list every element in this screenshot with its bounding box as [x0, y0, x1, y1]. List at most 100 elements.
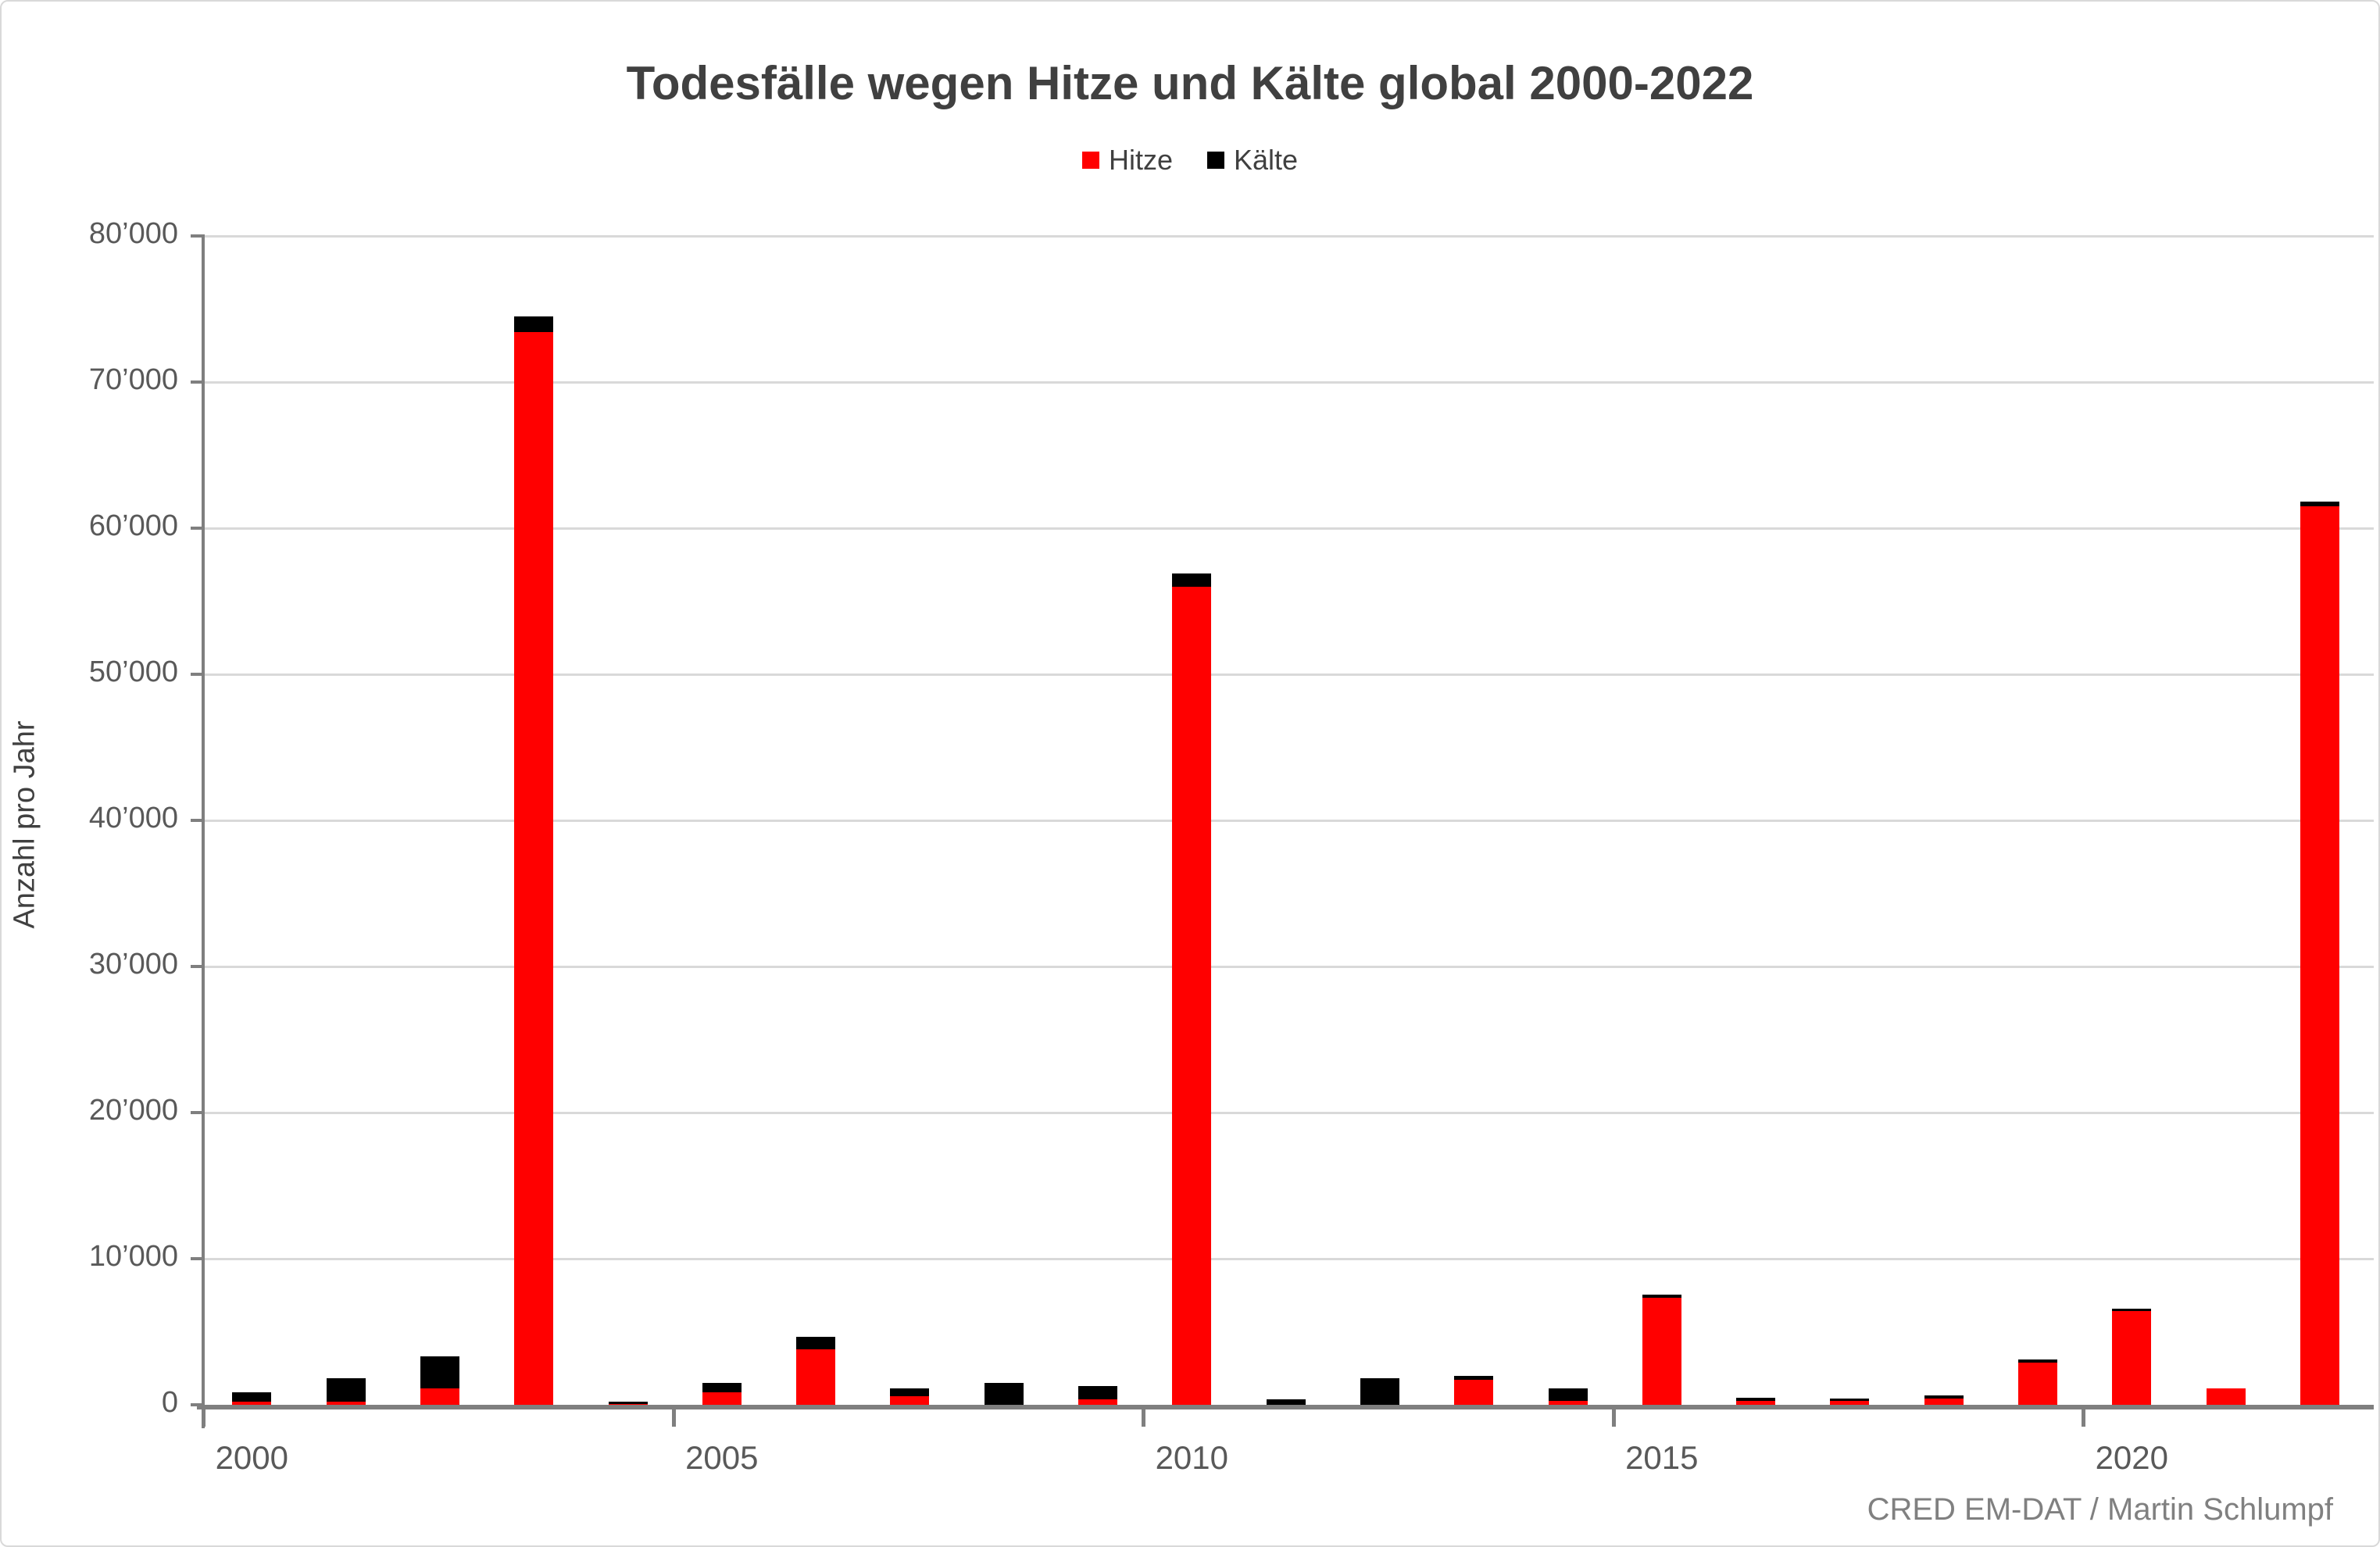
bar-2019 [2018, 1359, 2057, 1405]
bar-2004-kaelte-segment [608, 1402, 648, 1405]
y-axis-label-3: 30’000 [88, 948, 178, 981]
bar-2009-kaelte-segment [1078, 1385, 1117, 1399]
bar-2002-kaelte-segment [420, 1356, 459, 1389]
gridline-20000 [203, 1112, 2374, 1114]
x-axis-tick-2 [1142, 1405, 1145, 1427]
gridline-50000 [203, 673, 2374, 676]
bar-2007 [890, 1388, 930, 1405]
bar-2016-kaelte-segment [1736, 1397, 1776, 1402]
x-axis-label-2020: 2020 [2095, 1439, 2169, 1476]
bar-2020 [2112, 1308, 2152, 1405]
bar-2008-kaelte-segment [984, 1382, 1024, 1405]
bar-2022-hitze-segment [2300, 506, 2339, 1405]
gridline-10000 [203, 1258, 2374, 1260]
y-axis-tick-2 [191, 1111, 203, 1114]
y-axis-label-7: 70’000 [88, 363, 178, 396]
bar-2018-hitze-segment [1924, 1398, 1964, 1405]
x-axis-label-2000: 2000 [215, 1439, 289, 1476]
bar-2022 [2300, 502, 2339, 1405]
y-axis-label-0: 0 [161, 1386, 178, 1419]
bar-2003 [514, 316, 554, 1405]
y-axis-tick-7 [191, 380, 203, 384]
bar-2021-hitze-segment [2206, 1388, 2246, 1405]
y-axis-label-6: 60’000 [88, 509, 178, 542]
bar-2019-hitze-segment [2018, 1362, 2057, 1405]
bar-2020-hitze-segment [2112, 1311, 2152, 1405]
bar-2008 [984, 1382, 1024, 1405]
legend-item-kaelte: Kälte [1206, 144, 1299, 177]
bar-2017 [1830, 1398, 1870, 1405]
bar-2001-kaelte-segment [326, 1378, 366, 1402]
bar-2010-hitze-segment [1172, 586, 1212, 1405]
bar-2004 [608, 1402, 648, 1405]
y-axis-label-8: 80’000 [88, 217, 178, 250]
y-axis-line [202, 234, 205, 1428]
bar-2006-hitze-segment [796, 1349, 836, 1405]
bar-2013-hitze-segment [1454, 1380, 1494, 1405]
gridline-60000 [203, 527, 2374, 530]
bar-2016-hitze-segment [1736, 1401, 1776, 1405]
gridline-40000 [203, 820, 2374, 822]
bar-2002-hitze-segment [420, 1388, 459, 1405]
bar-2009 [1078, 1385, 1117, 1405]
bar-2003-hitze-segment [514, 332, 554, 1405]
bar-2014-kaelte-segment [1548, 1388, 1588, 1402]
bar-2018-kaelte-segment [1924, 1395, 1964, 1399]
bar-2021 [2206, 1388, 2246, 1405]
bar-2007-hitze-segment [890, 1395, 930, 1405]
gridline-70000 [203, 381, 2374, 384]
kaelte-swatch-icon [1206, 152, 1224, 169]
bar-2014 [1548, 1388, 1588, 1405]
bar-2005 [702, 1382, 742, 1405]
bar-2011 [1266, 1399, 1306, 1405]
bar-2006 [796, 1337, 836, 1405]
y-axis-tick-4 [191, 819, 203, 822]
bar-2006-kaelte-segment [796, 1337, 836, 1349]
bar-2018 [1924, 1395, 1964, 1405]
x-axis-tick-0 [202, 1405, 205, 1427]
y-axis-tick-6 [191, 527, 203, 530]
x-axis-line [197, 1405, 2374, 1409]
bar-2019-kaelte-segment [2018, 1359, 2057, 1363]
y-axis-label-4: 40’000 [88, 802, 178, 834]
bar-2016 [1736, 1397, 1776, 1405]
gridline-80000 [203, 235, 2374, 238]
bar-2017-hitze-segment [1830, 1401, 1870, 1405]
legend-item-hitze: Hitze [1081, 144, 1173, 177]
x-axis-tick-3 [1611, 1405, 1616, 1427]
source-attribution: CRED EM-DAT / Martin Schlumpf [1867, 1492, 2333, 1527]
bar-2020-kaelte-segment [2112, 1308, 2152, 1312]
bar-2013-kaelte-segment [1454, 1375, 1494, 1381]
x-axis-label-2005: 2005 [685, 1439, 759, 1476]
bar-2009-hitze-segment [1078, 1399, 1117, 1405]
bar-2005-kaelte-segment [702, 1382, 742, 1393]
bar-2007-kaelte-segment [890, 1388, 930, 1396]
x-axis-label-2015: 2015 [1625, 1439, 1699, 1476]
y-axis-label-5: 50’000 [88, 656, 178, 688]
y-axis-tick-5 [191, 673, 203, 676]
bar-2022-kaelte-segment [2300, 502, 2339, 506]
bar-2012-kaelte-segment [1360, 1378, 1399, 1405]
bar-2005-hitze-segment [702, 1392, 742, 1405]
bar-2001-hitze-segment [326, 1402, 366, 1405]
hitze-swatch-icon [1081, 152, 1099, 169]
bar-2004-hitze-segment [608, 1404, 648, 1405]
bar-2017-kaelte-segment [1830, 1398, 1870, 1402]
bar-2002 [420, 1356, 459, 1405]
bar-2000-kaelte-segment [232, 1392, 272, 1402]
x-axis-tick-1 [671, 1405, 676, 1427]
bar-2010-kaelte-segment [1172, 573, 1212, 587]
legend-label-kaelte: Kälte [1233, 144, 1299, 176]
bar-2000-hitze-segment [232, 1402, 272, 1405]
y-axis-tick-3 [191, 965, 203, 968]
bar-2015 [1642, 1294, 1681, 1405]
bar-2003-kaelte-segment [514, 316, 554, 333]
bar-2012 [1360, 1378, 1399, 1405]
legend: Hitze Kälte [2, 144, 2378, 177]
y-axis-tick-8 [191, 234, 203, 238]
bar-2000 [232, 1392, 272, 1405]
legend-label-hitze: Hitze [1108, 144, 1173, 176]
y-axis-label-1: 10’000 [88, 1240, 178, 1273]
bar-2015-hitze-segment [1642, 1298, 1681, 1405]
